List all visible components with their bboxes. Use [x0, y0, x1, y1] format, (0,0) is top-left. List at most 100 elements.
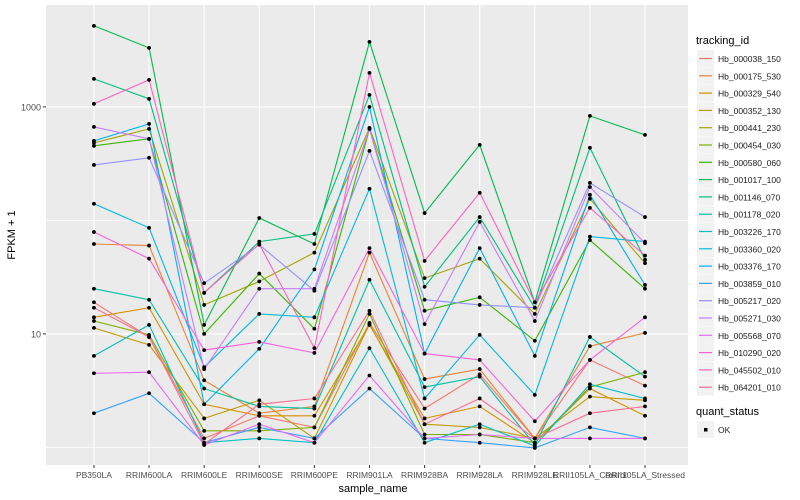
data-point: [588, 411, 592, 416]
data-point: [367, 186, 372, 191]
data-point: [477, 256, 482, 261]
x-tick-label: RRIM600LE: [181, 470, 228, 480]
data-point: [643, 241, 647, 246]
data-point: [312, 346, 317, 350]
data-point: [257, 312, 262, 316]
data-point: [202, 290, 207, 295]
data-point: [588, 344, 592, 349]
data-point: [588, 145, 592, 150]
data-point: [588, 238, 592, 243]
data-point: [643, 436, 647, 441]
data-point: [422, 322, 427, 327]
data-point: [92, 124, 96, 129]
data-point: [367, 312, 372, 316]
data-point: [202, 332, 207, 336]
legend-label: Hb_001146_070: [718, 192, 781, 202]
data-point: [477, 333, 482, 337]
data-point: [588, 385, 592, 389]
data-point: [422, 422, 427, 427]
data-point: [312, 413, 317, 418]
data-point: [312, 315, 317, 320]
data-point: [202, 378, 207, 383]
data-point: [92, 305, 96, 310]
legend-label: Hb_001017_100: [718, 175, 781, 185]
data-point: [477, 358, 482, 362]
x-tick-label: PB350LA: [76, 470, 112, 480]
x-tick-label: RRIM901LA: [346, 470, 393, 480]
data-point: [92, 371, 96, 376]
data-point: [477, 374, 482, 379]
legend-label: Hb_000038_150: [718, 54, 781, 64]
data-point: [588, 358, 592, 362]
x-tick-label: RRIM928LA: [457, 470, 504, 480]
data-point: [643, 331, 647, 335]
data-point: [147, 45, 151, 50]
data-point: [202, 436, 207, 441]
data-point: [367, 308, 372, 313]
data-point: [257, 428, 262, 433]
data-point: [147, 126, 151, 131]
data-point: [92, 138, 96, 143]
data-point: [422, 276, 427, 281]
data-point: [422, 351, 427, 356]
data-point: [477, 295, 482, 300]
legend-label: Hb_000352_130: [718, 106, 781, 116]
data-point: [588, 382, 592, 387]
data-point: [312, 286, 317, 291]
data-point: [477, 440, 482, 445]
data-point: [92, 101, 96, 106]
data-point: [532, 419, 537, 424]
data-point: [92, 325, 96, 330]
data-point: [257, 413, 262, 418]
legend-label: Hb_003226_170: [718, 227, 781, 237]
data-point: [422, 258, 427, 263]
data-point: [147, 256, 151, 261]
data-point: [147, 343, 151, 347]
data-point: [588, 185, 592, 189]
data-point: [643, 370, 647, 375]
data-point: [477, 142, 482, 147]
data-point: [422, 406, 427, 411]
point-shape-icon: [704, 428, 708, 432]
data-point: [312, 242, 317, 246]
data-point: [257, 436, 262, 441]
data-point: [92, 242, 96, 246]
x-tick-label: RRII105LA_Control: [553, 470, 627, 480]
data-point: [367, 277, 372, 282]
data-point: [92, 143, 96, 148]
data-point: [202, 303, 207, 307]
data-point: [643, 315, 647, 320]
data-point: [202, 323, 207, 327]
data-point: [147, 391, 151, 396]
data-point: [147, 77, 151, 82]
data-point: [477, 425, 482, 430]
data-point: [422, 385, 427, 389]
data-point: [257, 279, 262, 284]
data-point: [367, 246, 372, 251]
data-point: [367, 70, 372, 75]
data-point: [643, 253, 647, 258]
data-point: [147, 122, 151, 126]
data-point: [643, 257, 647, 262]
legend-label: Hb_010290_020: [718, 348, 781, 358]
data-point: [147, 323, 151, 327]
data-point: [477, 215, 482, 219]
data-point: [588, 192, 592, 197]
legend-label: Hb_000580_060: [718, 158, 781, 168]
data-point: [588, 196, 592, 201]
data-point: [92, 319, 96, 323]
data-point: [422, 416, 427, 421]
data-point: [532, 319, 537, 323]
data-point: [312, 267, 317, 272]
data-point: [588, 234, 592, 239]
data-point: [422, 436, 427, 441]
x-tick-label: RRIM928LE: [512, 470, 559, 480]
legend-label: Hb_000454_030: [718, 141, 781, 151]
data-point: [147, 370, 151, 375]
x-tick-label: RRIM928BA: [401, 470, 449, 480]
data-point: [422, 211, 427, 215]
data-point: [588, 436, 592, 441]
data-point: [422, 396, 427, 401]
data-point: [312, 436, 317, 441]
data-point: [588, 335, 592, 339]
